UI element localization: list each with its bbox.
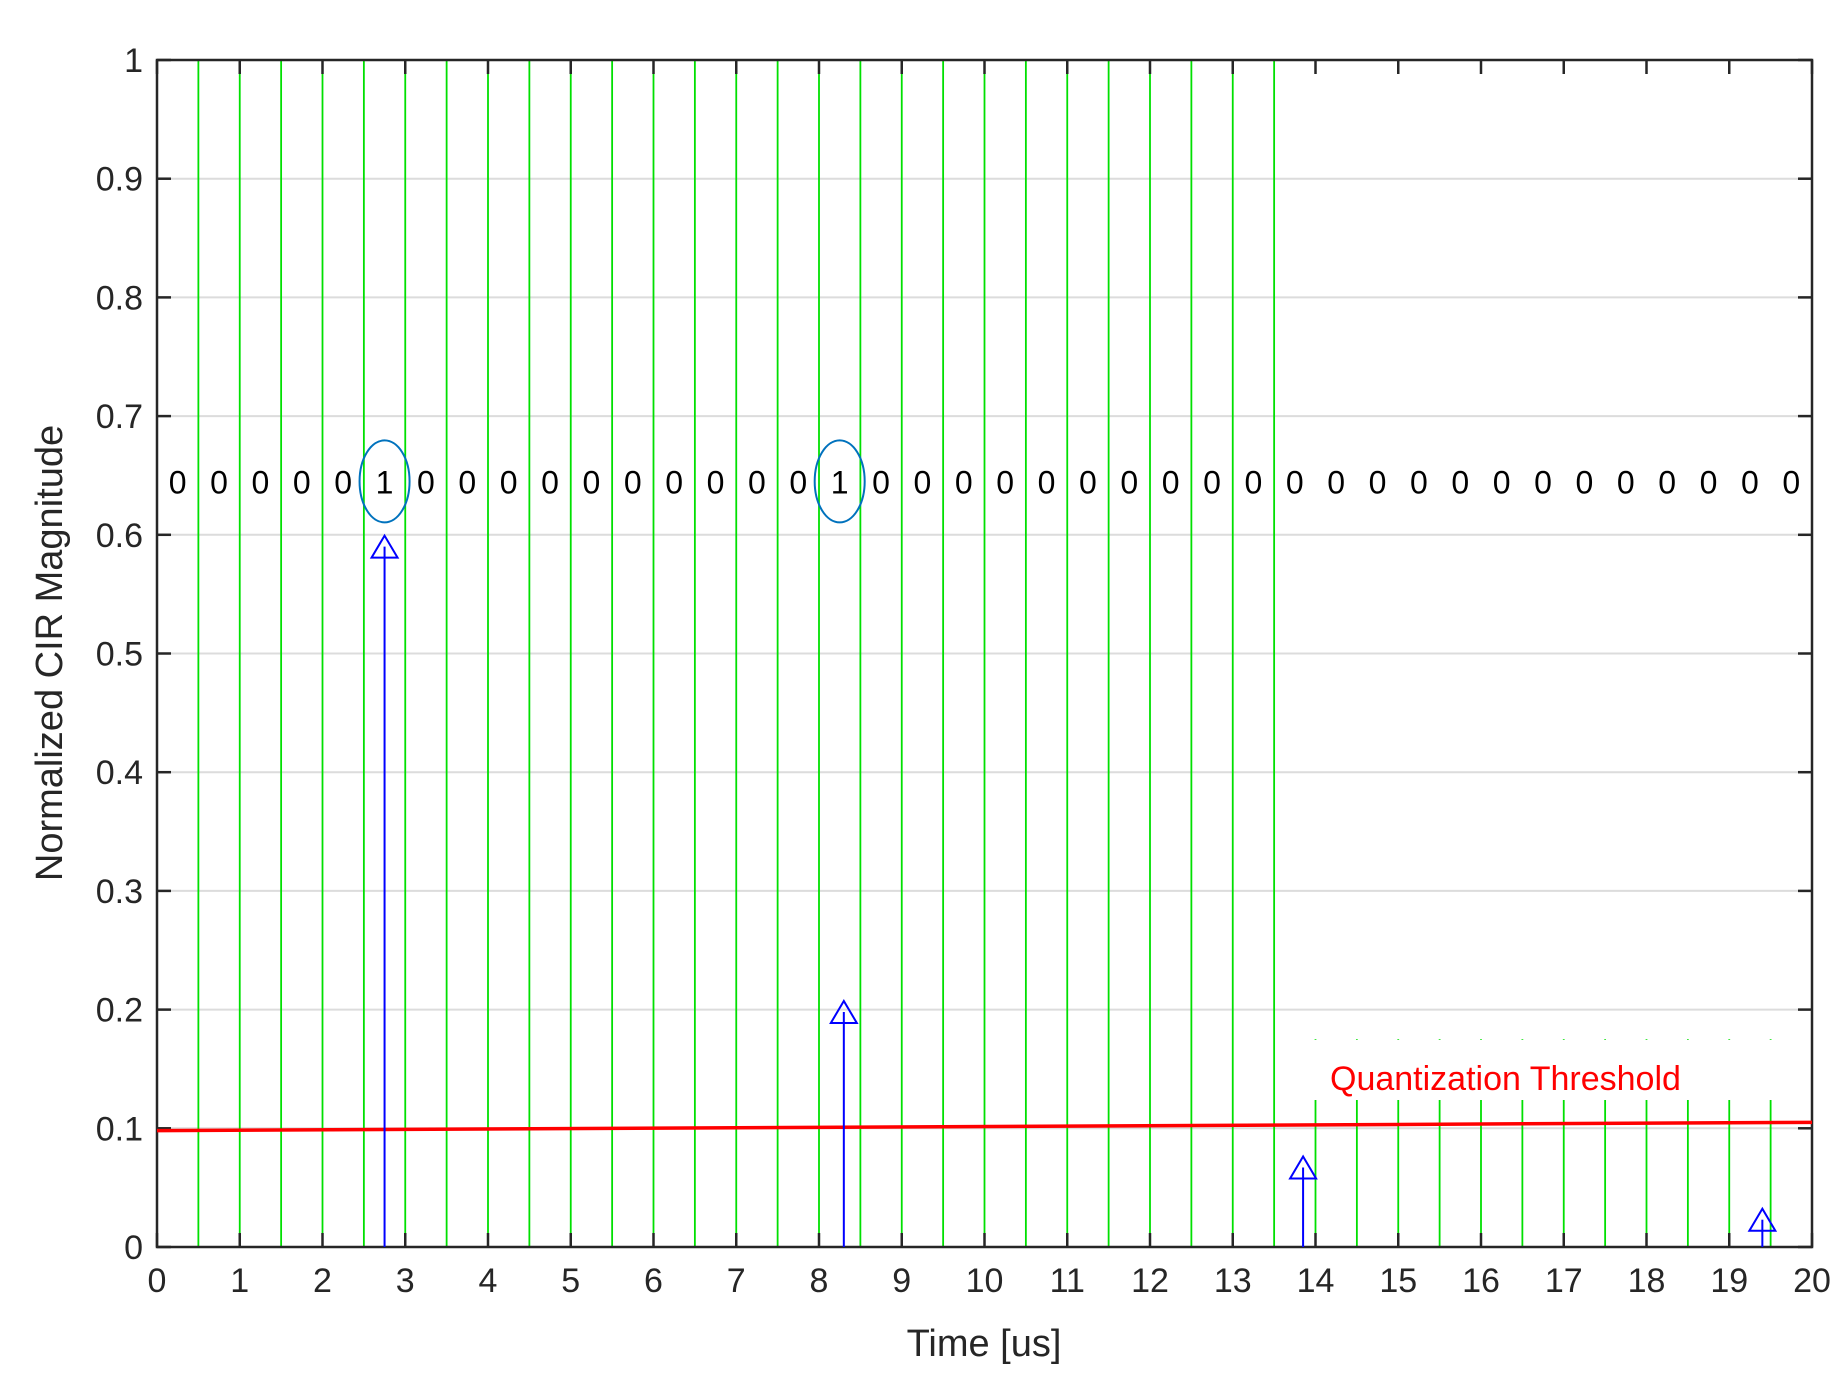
bit-label: 0: [955, 464, 973, 500]
bit-label: 0: [1741, 464, 1759, 500]
bit-label: 0: [1410, 464, 1428, 500]
y-tick-label: 0: [124, 1229, 143, 1267]
bit-label: 0: [1286, 464, 1304, 500]
bit-label: 0: [1493, 464, 1511, 500]
bit-label: 0: [1079, 464, 1097, 500]
bit-label: 0: [1327, 464, 1345, 500]
x-tick-labels: 0 1 2 3 4 5 6 7 8 9 10 11 12 13 14 15 16 17 18 19 20: [148, 1262, 1831, 1300]
y-tick-label: 0.2: [96, 992, 143, 1030]
bit-label: 0: [1658, 464, 1676, 500]
x-tick-label: 12: [1131, 1262, 1169, 1300]
x-tick-label: 18: [1628, 1262, 1666, 1300]
bit-label: 0: [169, 464, 187, 500]
threshold-label: Quantization Threshold: [1330, 1060, 1681, 1098]
bit-label: 0: [748, 464, 766, 500]
x-tick-label: 8: [810, 1262, 829, 1300]
x-tick-label: 3: [396, 1262, 415, 1300]
threshold-label-background: [1308, 1040, 1808, 1100]
x-tick-label: 19: [1710, 1262, 1748, 1300]
bit-label: 0: [417, 464, 435, 500]
bit-label: 0: [583, 464, 601, 500]
x-tick-label: 10: [966, 1262, 1004, 1300]
bit-label: 0: [1782, 464, 1800, 500]
y-tick-label: 1: [124, 42, 143, 80]
x-tick-label: 16: [1462, 1262, 1500, 1300]
x-tick-label: 15: [1379, 1262, 1417, 1300]
x-axis-label: Time [us]: [907, 1323, 1062, 1365]
x-tick-label: 17: [1545, 1262, 1583, 1300]
axis-ticks: [155, 58, 1814, 1249]
bit-label: 0: [872, 464, 890, 500]
bit-label: 0: [1534, 464, 1552, 500]
x-tick-label: 6: [644, 1262, 663, 1300]
y-tick-label: 0.1: [96, 1110, 143, 1148]
bit-label: 0: [789, 464, 807, 500]
bit-label: 0: [252, 464, 270, 500]
bit-label: 0: [1576, 464, 1594, 500]
stem-marker: [1747, 1206, 1778, 1232]
bit-label: 0: [1038, 464, 1056, 500]
y-tick-label: 0.6: [96, 517, 143, 555]
bit-label: 0: [996, 464, 1014, 500]
x-tick-label: 13: [1214, 1262, 1252, 1300]
y-axis-label: Normalized CIR Magnitude: [29, 425, 71, 881]
bit-label: 0: [1617, 464, 1635, 500]
x-tick-label: 9: [892, 1262, 911, 1300]
cir-stems: [369, 533, 1778, 1247]
y-tick-label: 0.4: [96, 754, 143, 792]
bit-label: 0: [458, 464, 476, 500]
bit-label: 0: [914, 464, 932, 500]
threshold-line: [156, 1120, 1813, 1133]
bit-label: 1: [376, 464, 394, 500]
bit-label: 0: [1700, 464, 1718, 500]
bit-label: 0: [707, 464, 725, 500]
y-tick-label: 0.7: [96, 398, 143, 436]
x-tick-label: 7: [727, 1262, 746, 1300]
bit-label: 0: [1203, 464, 1221, 500]
y-tick-label: 0.9: [96, 161, 143, 199]
y-tick-label: 0.3: [96, 873, 143, 911]
bit-label: 0: [1451, 464, 1469, 500]
bit-label: 0: [624, 464, 642, 500]
bit-bin-boundaries: [197, 60, 1772, 1247]
bit-label: 0: [541, 464, 559, 500]
bit-highlight-ellipses: [358, 439, 866, 524]
y-tick-label: 0.8: [96, 279, 143, 317]
bit-highlight-ellipse: [358, 439, 411, 524]
x-tick-label: 14: [1297, 1262, 1335, 1300]
stem-marker: [1288, 1154, 1318, 1180]
bit-label: 0: [665, 464, 683, 500]
bit-label: 0: [210, 464, 228, 500]
bit-label: 0: [1369, 464, 1387, 500]
bit-highlight-ellipse: [813, 439, 866, 524]
bit-label: 0: [1120, 464, 1138, 500]
x-tick-label: 5: [561, 1262, 580, 1300]
x-tick-label: 2: [313, 1262, 332, 1300]
x-tick-label: 1: [230, 1262, 249, 1300]
bit-label: 1: [831, 464, 849, 500]
bit-label: 0: [1245, 464, 1263, 500]
bit-label: 0: [1162, 464, 1180, 500]
stem-marker: [369, 533, 400, 559]
threshold-line-group: [156, 1120, 1813, 1133]
bit-label: 0: [500, 464, 518, 500]
y-tick-labels: 0 0.1 0.2 0.3 0.4 0.5 0.6 0.7 0.8 0.9 1: [96, 42, 143, 1267]
bit-label: 0: [334, 464, 352, 500]
y-tick-label: 0.5: [96, 636, 143, 674]
x-tick-label: 4: [479, 1262, 498, 1300]
bit-label: 0: [293, 464, 311, 500]
stem-marker: [829, 999, 859, 1024]
x-tick-label: 20: [1793, 1262, 1831, 1300]
x-tick-label: 11: [1050, 1262, 1085, 1300]
x-tick-label: 0: [148, 1262, 167, 1300]
